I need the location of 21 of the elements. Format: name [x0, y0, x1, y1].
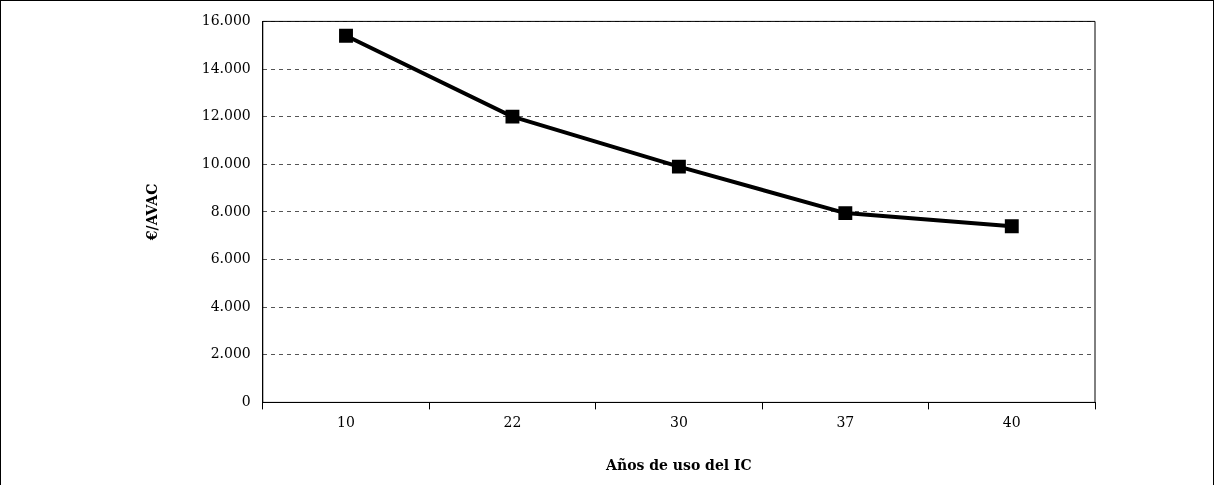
y-tick-label: 16.000 — [201, 12, 251, 29]
x-tick-label: 40 — [1002, 414, 1021, 431]
y-axis-title: €/AVAC — [144, 183, 161, 242]
y-tick-label: 4.000 — [210, 297, 251, 314]
point — [505, 109, 520, 124]
x-tick-label: 37 — [836, 414, 855, 431]
point — [1004, 219, 1019, 234]
y-tick-label: 2.000 — [210, 345, 251, 362]
point — [339, 28, 353, 43]
y-tick-label: 10.000 — [201, 154, 251, 171]
y-tick-label: 0 — [241, 393, 251, 410]
y-tick-label: 12.000 — [201, 107, 251, 124]
x-tick-label: 30 — [669, 414, 688, 431]
point — [838, 206, 853, 221]
y-tick-label: 8.000 — [210, 202, 251, 219]
y-tick-label: 6.000 — [210, 250, 251, 267]
point — [671, 159, 686, 174]
x-tick-label: 22 — [503, 414, 522, 431]
x-tick-label: 10 — [337, 414, 355, 431]
y-tick-label: 14.000 — [201, 59, 251, 76]
x-axis-title: Años de uso del IC — [605, 457, 752, 474]
